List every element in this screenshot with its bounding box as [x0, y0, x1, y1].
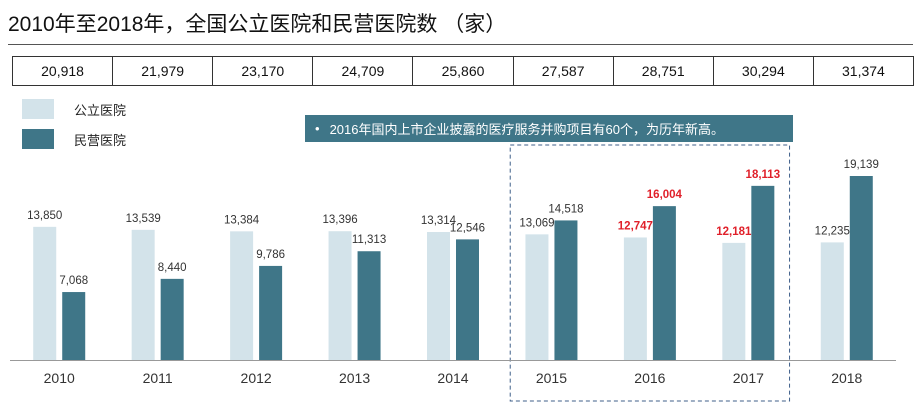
bar-public-2011	[131, 229, 155, 360]
total-cell-2017: 30,294	[712, 57, 813, 85]
x-tick-label-2016: 2016	[634, 370, 665, 386]
total-cell-2016: 28,751	[612, 57, 713, 85]
x-tick-label-2017: 2017	[733, 370, 764, 386]
value-label-private-2013: 11,313	[352, 234, 386, 246]
legend-swatch-private	[22, 129, 54, 149]
legend-public: 公立医院	[22, 99, 126, 119]
x-tick-label-2013: 2013	[339, 370, 370, 386]
x-tick-label-2018: 2018	[831, 370, 862, 386]
value-label-public-2010: 13,850	[27, 210, 62, 222]
legend-private: 民营医院	[22, 129, 126, 149]
page-title: 2010年至2018年，全国公立医院和民营医院数 （家）	[8, 13, 507, 36]
value-label-private-2010: 7,068	[59, 275, 88, 287]
legend-label-public: 公立医院	[74, 102, 127, 118]
x-tick-label-2012: 2012	[241, 370, 272, 386]
value-label-private-2016: 16,004	[647, 189, 683, 201]
value-label-public-2014: 13,314	[421, 215, 457, 227]
x-tick-label-2010: 2010	[44, 370, 75, 386]
bar-private-2015	[554, 220, 578, 360]
value-label-private-2018: 19,139	[844, 159, 879, 171]
value-label-public-2011: 13,539	[126, 213, 161, 225]
bar-public-2010	[33, 226, 57, 360]
value-label-public-2012: 13,384	[224, 214, 260, 226]
value-label-public-2018: 12,235	[815, 225, 850, 237]
bar-public-2015	[525, 234, 549, 360]
bar-public-2018	[820, 242, 844, 360]
total-cell-2014: 25,860	[412, 57, 512, 85]
total-cell-2010: 20,918	[41, 63, 84, 79]
callout-text: 2016年国内上市企业披露的医疗服务并购项目有60个，为历年新高。	[329, 122, 724, 137]
bar-private-2017	[751, 185, 775, 360]
bar-public-2014	[427, 232, 450, 360]
callout-box: • 2016年国内上市企业披露的医疗服务并购项目有60个，为历年新高。	[305, 115, 793, 142]
totals-row: 20,918 21,979 23,170 24,709 25,860 27,58…	[12, 56, 914, 86]
legend-label-private: 民营医院	[74, 132, 127, 148]
value-label-public-2017: 12,181	[716, 226, 752, 238]
bar-public-2017	[722, 242, 746, 360]
legend-swatch-public	[22, 99, 54, 119]
value-label-private-2011: 8,440	[158, 262, 187, 274]
bar-private-2018	[849, 176, 873, 360]
x-tick-label-2014: 2014	[437, 370, 468, 386]
value-label-private-2017: 18,113	[746, 169, 781, 181]
bar-public-2016	[623, 237, 647, 360]
x-tick-label-2011: 2011	[143, 370, 173, 386]
value-label-public-2015: 13,069	[519, 217, 554, 229]
total-cell-2011: 21,979	[112, 57, 212, 85]
value-label-public-2013: 13,396	[322, 214, 357, 226]
value-label-private-2014: 12,546	[450, 222, 485, 234]
highlight-box	[509, 144, 791, 402]
bar-private-2010	[62, 292, 86, 360]
bar-private-2016	[652, 206, 676, 360]
total-cell-2015: 27,587	[512, 57, 613, 85]
title-divider	[8, 44, 913, 45]
x-tick-label-2015: 2015	[536, 370, 567, 386]
value-label-public-2016: 12,747	[618, 220, 653, 232]
total-cell-2018: 31,374	[812, 57, 913, 85]
bar-public-2013	[328, 231, 352, 360]
bar-public-2012	[230, 231, 254, 360]
callout-bullet: •	[315, 121, 320, 136]
value-label-private-2012: 9,786	[256, 249, 285, 261]
bar-private-2012	[259, 265, 283, 360]
value-label-private-2015: 14,518	[548, 203, 583, 215]
bar-private-2014	[456, 239, 479, 360]
bar-private-2013	[357, 251, 381, 360]
total-cell-2013: 24,709	[312, 57, 412, 85]
bar-private-2011	[160, 278, 184, 360]
total-cell-2012: 23,170	[212, 57, 312, 85]
